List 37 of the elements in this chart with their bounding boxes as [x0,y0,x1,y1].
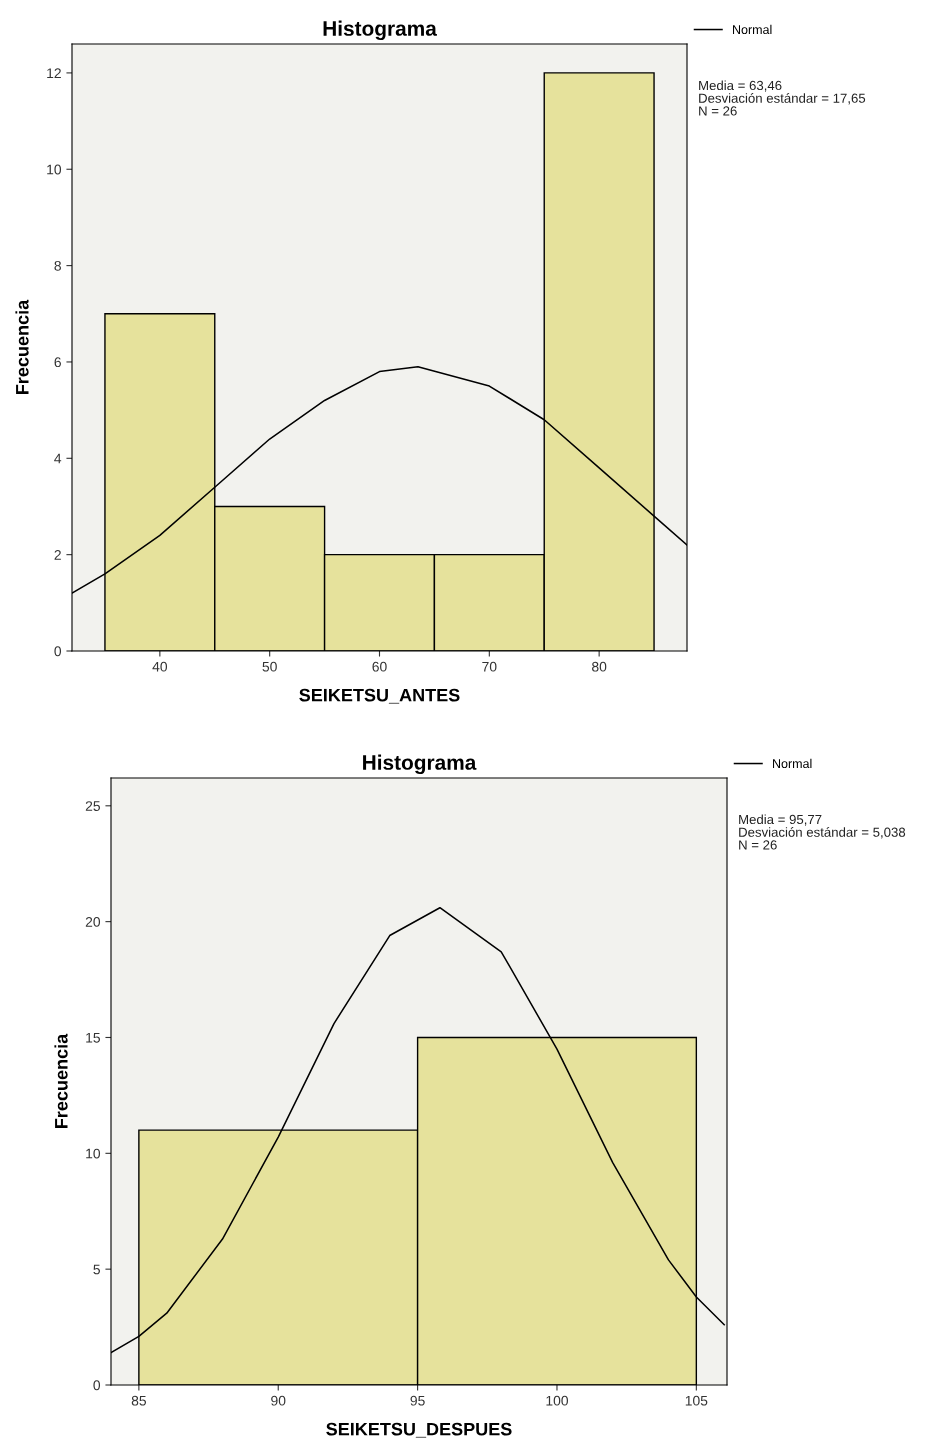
chart-title: Histograma [363,754,477,775]
y-axis-title: Frecuencia [54,1033,68,1128]
chart-title: Histograma [323,20,437,41]
x-tick-label: 105 [685,1395,708,1406]
text: Media = 63,46 [699,80,782,92]
y-tick-label: 10 [47,164,62,175]
y-tick-label: 5 [93,1264,100,1275]
y-tick-label: 10 [86,1148,101,1159]
y-tick-label: 4 [54,453,62,464]
y-tick-label: 0 [54,646,62,657]
text: N = 26 [699,106,737,116]
y-tick-label: 25 [85,801,100,811]
x-tick-label: 90 [271,1395,286,1406]
text: N = 26 [739,840,777,850]
y-tick-label: 2 [54,549,61,560]
y-tick-label: 15 [86,1032,100,1043]
y-tick-label: 20 [85,916,101,927]
x-axis-title: SEIKETSU_DESPUES [326,1422,512,1438]
y-tick-label: 0 [93,1380,101,1391]
x-tick-label: 85 [131,1395,147,1406]
text: Media = 95,77 [739,814,822,826]
x-tick-label: 100 [546,1395,569,1406]
x-tick-label: 95 [410,1395,425,1406]
y-tick-label: 12 [47,68,61,78]
legend-label: Normal [733,24,772,35]
y-axis-title: Frecuencia [15,299,29,394]
x-tick-label: 70 [482,661,497,672]
y-tick-label: 8 [54,260,61,271]
text: Desviación estándar = 5,038 [739,827,906,839]
y-tick-label: 6 [54,357,61,368]
x-tick-label: 50 [262,661,277,672]
x-tick-label: 60 [372,661,387,672]
x-tick-label: 40 [152,661,168,672]
x-tick-label: 80 [592,661,607,672]
text: Desviación estándar = 17,65 [699,93,866,105]
legend-label: Normal [773,758,812,769]
x-axis-title: SEIKETSU_ANTES [299,688,460,704]
